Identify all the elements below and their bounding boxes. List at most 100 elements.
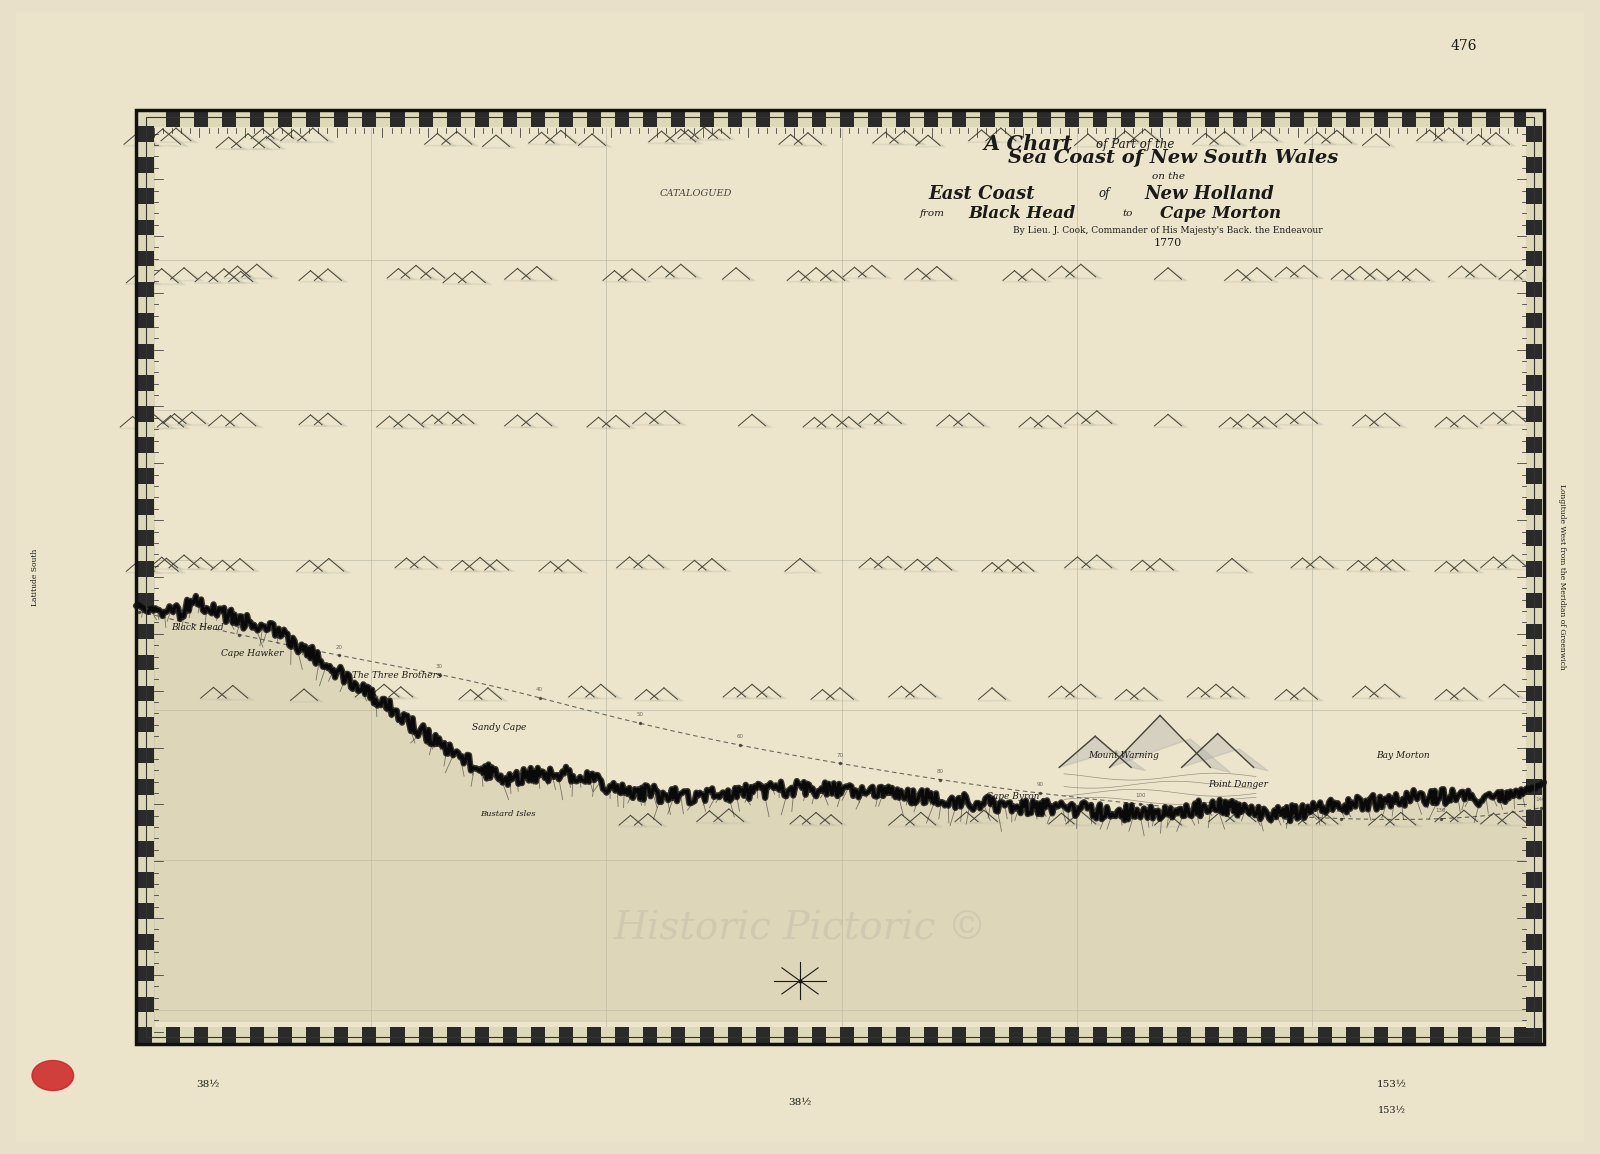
Bar — [1134, 1027, 1149, 1043]
Polygon shape — [1221, 811, 1238, 823]
Bar — [1248, 1027, 1261, 1043]
Polygon shape — [366, 688, 381, 698]
Bar — [334, 111, 349, 127]
Polygon shape — [888, 412, 906, 425]
Bar — [1526, 935, 1542, 950]
Text: 153½: 153½ — [1378, 1080, 1406, 1089]
Text: from: from — [920, 209, 946, 218]
Polygon shape — [1304, 688, 1322, 700]
Polygon shape — [432, 268, 448, 279]
Bar — [138, 173, 154, 188]
Bar — [854, 111, 869, 127]
Text: 38½: 38½ — [789, 1097, 811, 1107]
Polygon shape — [406, 559, 421, 569]
Polygon shape — [141, 560, 158, 572]
Polygon shape — [917, 560, 934, 571]
Bar — [138, 250, 154, 267]
Bar — [250, 111, 264, 127]
Bar — [362, 1027, 376, 1043]
Bar — [1526, 592, 1542, 608]
Bar — [138, 685, 154, 702]
Polygon shape — [1226, 132, 1245, 145]
Polygon shape — [200, 557, 216, 569]
Bar — [138, 329, 154, 344]
Polygon shape — [248, 134, 269, 149]
Polygon shape — [1160, 559, 1178, 571]
Bar — [349, 111, 362, 127]
Bar — [755, 111, 770, 127]
Polygon shape — [174, 414, 189, 425]
Polygon shape — [1493, 814, 1510, 825]
Bar — [1346, 1027, 1360, 1043]
Text: 10: 10 — [235, 624, 243, 629]
Bar — [1416, 111, 1430, 127]
Polygon shape — [1181, 734, 1267, 771]
Bar — [1205, 1027, 1219, 1043]
Bar — [1526, 546, 1542, 562]
Bar — [194, 111, 208, 127]
Polygon shape — [141, 271, 158, 284]
Polygon shape — [901, 687, 918, 698]
Bar — [1163, 111, 1178, 127]
Bar — [390, 1027, 405, 1043]
Bar — [390, 111, 405, 127]
Bar — [138, 639, 154, 654]
Bar — [1526, 904, 1542, 919]
Bar — [250, 1027, 264, 1043]
Polygon shape — [800, 559, 819, 572]
Text: Point Danger: Point Danger — [1208, 780, 1267, 789]
Text: 90: 90 — [1037, 782, 1043, 787]
Text: By Lieu. J. Cook, Commander of His Majesty's Back. the Endeavour: By Lieu. J. Cook, Commander of His Majes… — [1013, 226, 1323, 235]
Bar — [1486, 1027, 1501, 1043]
Polygon shape — [682, 129, 701, 143]
Bar — [1526, 748, 1542, 764]
Bar — [1514, 1027, 1528, 1043]
Bar — [798, 1027, 811, 1043]
Polygon shape — [1242, 809, 1261, 823]
Bar — [840, 111, 854, 127]
Bar — [1526, 390, 1542, 406]
Polygon shape — [694, 561, 709, 571]
Text: to: to — [1123, 209, 1133, 218]
Bar — [138, 344, 154, 359]
Bar — [1526, 841, 1542, 856]
Bar — [1093, 111, 1107, 127]
Polygon shape — [398, 269, 413, 279]
Bar — [1526, 654, 1542, 670]
Polygon shape — [139, 132, 158, 145]
Polygon shape — [1464, 415, 1482, 428]
Polygon shape — [1464, 810, 1482, 823]
Bar — [1178, 111, 1190, 127]
Bar — [419, 1027, 432, 1043]
Polygon shape — [280, 127, 298, 140]
Bar — [1526, 188, 1542, 204]
Polygon shape — [1446, 690, 1461, 700]
Polygon shape — [920, 684, 941, 698]
Bar — [138, 298, 154, 313]
Polygon shape — [1248, 414, 1267, 428]
Polygon shape — [936, 557, 957, 571]
Polygon shape — [1402, 812, 1421, 826]
Bar — [1526, 562, 1542, 577]
Polygon shape — [581, 687, 598, 698]
Polygon shape — [234, 685, 253, 699]
Bar — [1526, 219, 1542, 235]
Polygon shape — [1258, 268, 1277, 282]
Bar — [1526, 469, 1542, 484]
Bar — [770, 1027, 784, 1043]
Polygon shape — [666, 411, 685, 425]
Bar — [166, 1027, 179, 1043]
Bar — [1387, 111, 1402, 127]
Bar — [349, 1027, 362, 1043]
Bar — [208, 1027, 222, 1043]
Polygon shape — [1512, 411, 1533, 425]
Polygon shape — [538, 267, 557, 280]
Bar — [1526, 204, 1542, 219]
Polygon shape — [768, 687, 784, 698]
Bar — [1526, 359, 1542, 375]
Polygon shape — [304, 689, 322, 702]
Bar — [1526, 997, 1542, 1012]
Bar — [1526, 670, 1542, 685]
Polygon shape — [480, 557, 499, 571]
Bar — [1190, 111, 1205, 127]
